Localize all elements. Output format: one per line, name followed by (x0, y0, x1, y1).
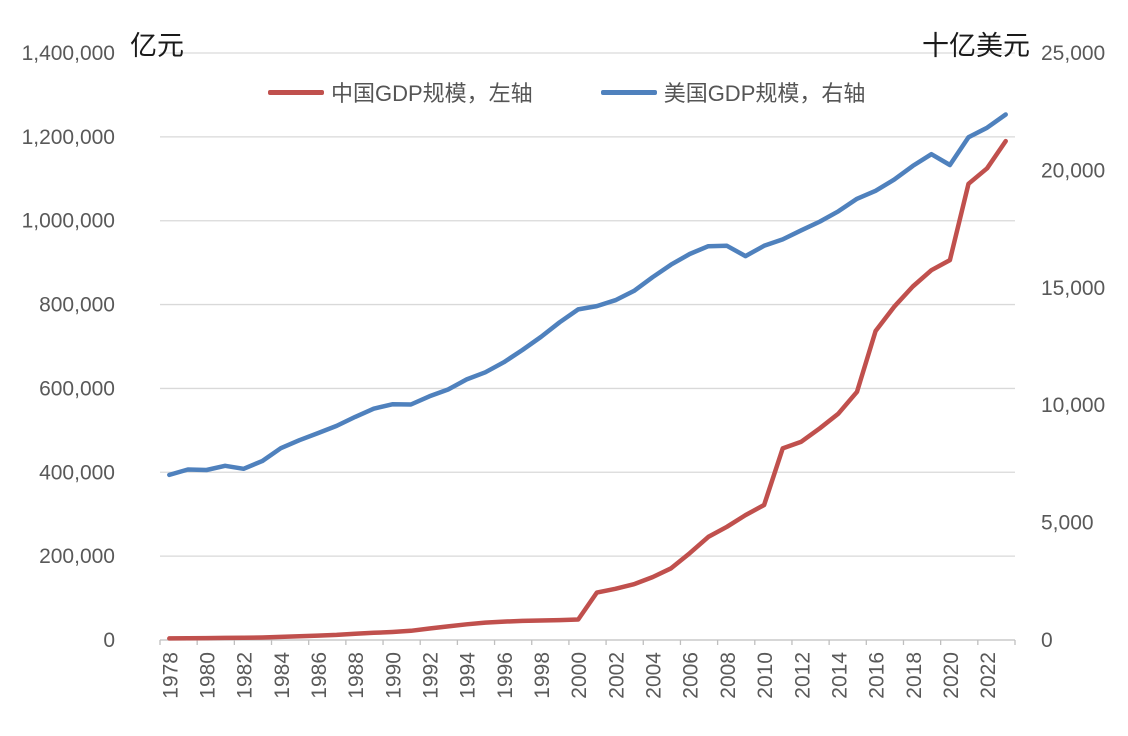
x-axis-tick-label: 2020 (940, 652, 963, 699)
legend-label-china: 中国GDP规模，左轴 (331, 81, 533, 106)
left-axis-tick-label: 200,000 (39, 545, 115, 568)
x-axis-tick-label: 2014 (828, 652, 851, 699)
legend-label-usa: 美国GDP规模，右轴 (663, 81, 866, 106)
left-axis-tick-label: 400,000 (39, 461, 115, 484)
right-axis-tick-label: 10,000 (1041, 394, 1105, 417)
china-gdp-line (167, 138, 1008, 641)
right-axis-title: 十亿美元 (922, 31, 1030, 61)
x-axis-tick-label: 1978 (159, 652, 182, 699)
x-axis-tick-label: 1992 (420, 652, 443, 699)
right-axis-tick-label: 20,000 (1041, 159, 1105, 182)
x-axis-tick-label: 1998 (531, 652, 554, 699)
x-axis-tick-label: 1980 (196, 652, 219, 699)
left-axis-tick-label: 0 (103, 629, 115, 652)
x-axis-tick-label: 1982 (234, 652, 257, 699)
x-axis-tick-label: 2008 (717, 652, 740, 699)
x-axis-tick-label: 2018 (903, 652, 926, 699)
x-axis-tick-label: 1990 (382, 652, 405, 699)
left-axis-tick-label: 800,000 (39, 294, 115, 317)
left-axis-tick-label: 1,400,000 (22, 42, 115, 65)
x-axis-tick-label: 2022 (977, 652, 1000, 699)
x-axis-tick-label: 1986 (308, 652, 331, 699)
x-axis-tick-label: 1988 (345, 652, 368, 699)
x-axis-tick-label: 1984 (271, 652, 294, 699)
x-axis-tick-label: 2000 (568, 652, 591, 699)
x-axis-tick-label: 2006 (680, 652, 703, 699)
right-axis-tick-label: 0 (1041, 629, 1053, 652)
left-axis-tick-label: 1,000,000 (22, 210, 115, 233)
legend: 中国GDP规模，左轴 美国GDP规模，右轴 (268, 76, 865, 108)
right-axis-tick-label: 5,000 (1041, 512, 1094, 535)
x-axis-tick-label: 2004 (643, 652, 666, 699)
x-axis-tick-label: 1996 (494, 652, 517, 699)
left-axis-title: 亿元 (130, 31, 184, 61)
x-axis-tick-label: 2016 (866, 652, 889, 699)
legend-swatch-china-line (268, 89, 324, 95)
right-axis-tick-label: 25,000 (1041, 42, 1105, 65)
right-axis-tick-label: 15,000 (1041, 277, 1105, 300)
x-axis-tick-label: 2010 (754, 652, 777, 699)
legend-swatch-usa-line (600, 89, 657, 95)
x-axis-tick-label: 1994 (457, 652, 480, 699)
left-axis-tick-label: 600,000 (39, 377, 115, 400)
left-axis-tick-label: 1,200,000 (22, 126, 115, 149)
usa-gdp-line (167, 112, 1008, 478)
x-axis-tick-label: 2012 (791, 652, 814, 699)
x-axis-tick-label: 2002 (605, 652, 628, 699)
